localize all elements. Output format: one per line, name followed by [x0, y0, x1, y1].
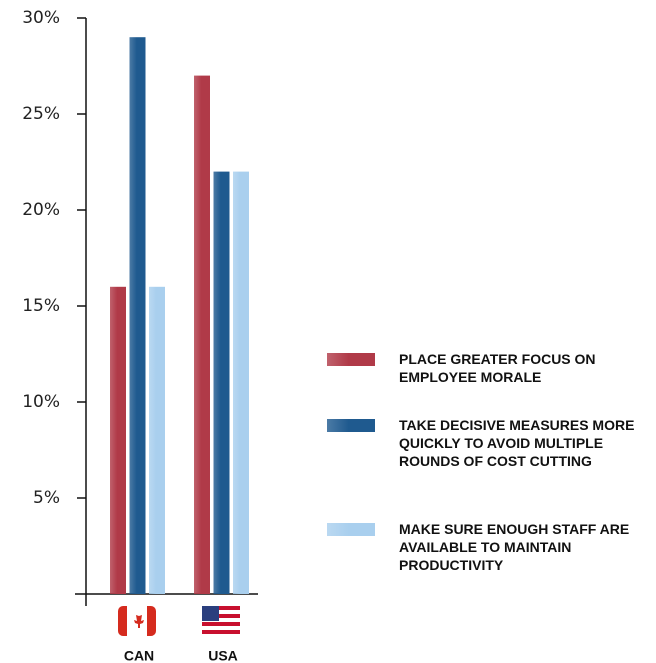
legend-swatch	[327, 523, 375, 536]
legend-label: MAKE SURE ENOUGH STAFF ARE AVAILABLE TO …	[399, 521, 630, 573]
x-tick-label: USA	[208, 648, 238, 663]
flag-usa	[202, 606, 240, 636]
y-tick-label: 20%	[22, 200, 60, 220]
y-tick-label: 30%	[22, 8, 60, 28]
bar	[149, 286, 165, 594]
bar	[194, 75, 210, 595]
legend-swatch	[327, 419, 375, 432]
legend-label: PLACE GREATER FOCUS ON EMPLOYEE MORALE	[399, 351, 596, 385]
legend-swatch	[327, 353, 375, 366]
bar	[129, 37, 146, 594]
y-tick-label: 15%	[22, 296, 60, 316]
bar	[233, 171, 249, 594]
bar	[213, 171, 230, 594]
y-tick-label: 25%	[22, 104, 60, 124]
y-tick-label: 5%	[33, 488, 60, 508]
y-tick-label: 10%	[22, 392, 60, 412]
legend-label: TAKE DECISIVE MEASURES MORE QUICKLY TO A…	[399, 417, 635, 469]
x-tick-label: CAN	[124, 648, 154, 663]
flag-can	[118, 606, 156, 636]
bar	[110, 286, 126, 594]
